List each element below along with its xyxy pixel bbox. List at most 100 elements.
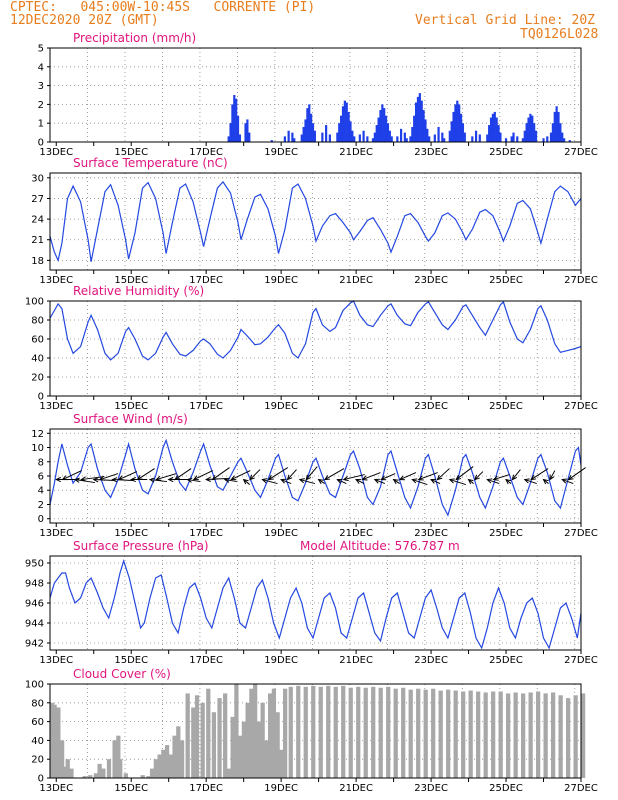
cloud-bar xyxy=(521,693,526,778)
wind-arrow-head xyxy=(111,477,118,483)
wind-arrow-head xyxy=(486,478,493,484)
cloud-bar xyxy=(431,688,436,778)
precip-bar xyxy=(546,136,549,142)
wind-arrow-head xyxy=(511,474,518,481)
wind-arrow xyxy=(474,471,484,481)
wind-arrow-head xyxy=(355,479,362,484)
precip-bar xyxy=(416,96,420,142)
x-tick-label: 25DEC xyxy=(489,147,523,158)
precip-bar xyxy=(384,115,388,142)
wind-arrow xyxy=(398,472,417,481)
wind-arrow-shaft xyxy=(137,468,155,480)
x-tick-label: 25DEC xyxy=(489,655,523,666)
wind-arrow xyxy=(249,469,261,481)
wind-arrow xyxy=(542,478,549,485)
cloud-bar xyxy=(211,712,217,778)
panel-frame xyxy=(49,172,582,271)
cloud-bar xyxy=(226,768,232,778)
wind-arrow-head xyxy=(317,478,324,485)
wind-arrow-shaft xyxy=(493,474,510,481)
wind-arrow-head xyxy=(530,475,537,481)
wind-arrow-shaft xyxy=(318,479,325,484)
precip-bar xyxy=(561,132,564,142)
y-tick-label: 24 xyxy=(31,215,44,226)
precip-bar xyxy=(347,111,350,142)
x-tick-label: 15DEC xyxy=(114,401,148,412)
cloud-bar xyxy=(401,687,406,778)
wind-arrow-head xyxy=(398,475,405,481)
wind-arrow-shaft xyxy=(355,479,365,485)
panel-4: Surface Wind (m/s) 0 2 4 6 8 10 12 13DEC 15DEC 17D… xyxy=(31,412,598,539)
x-tick-label: 27DEC xyxy=(564,147,598,158)
precip-bar xyxy=(497,125,500,142)
wind-arrow-head xyxy=(336,478,343,484)
precip-bar xyxy=(463,132,466,142)
panel-frame xyxy=(49,555,582,651)
wind-arrow-shaft xyxy=(81,476,105,481)
y-tick-label: 948 xyxy=(25,579,44,590)
precip-bar xyxy=(414,102,418,142)
cloud-bar xyxy=(551,692,556,778)
precip-bar xyxy=(313,130,316,142)
precip-bar xyxy=(366,136,369,142)
cloud-bar xyxy=(123,773,128,778)
cloud-bar xyxy=(303,686,308,778)
wind-arrow xyxy=(267,467,289,481)
precip-bar xyxy=(557,111,560,142)
y-tick-label: 0 xyxy=(38,138,44,149)
precip-bar xyxy=(458,104,461,142)
cloud-bar xyxy=(140,775,145,778)
panel-title: Precipitation (mm/h) xyxy=(73,31,196,45)
wind-arrow-shaft xyxy=(362,472,381,481)
precip-bar xyxy=(304,119,307,142)
precip-bar xyxy=(349,121,352,142)
wind-arrow-shaft xyxy=(437,468,450,480)
cloud-bar xyxy=(283,688,288,778)
wind-arrow xyxy=(230,470,251,481)
x-tick-label: 21DEC xyxy=(339,528,373,539)
wind-arrow xyxy=(99,473,119,481)
wind-arrow-shaft xyxy=(224,479,238,483)
wind-arrow xyxy=(80,476,105,482)
y-tick-label: 944 xyxy=(25,619,44,630)
wind-arrow-shaft xyxy=(305,466,318,480)
x-tick-label: 21DEC xyxy=(339,147,373,158)
wind-arrow-shaft xyxy=(399,472,417,481)
wind-arrow-shaft xyxy=(343,474,365,481)
x-tick-label: 23DEC xyxy=(414,147,448,158)
precip-bar xyxy=(351,130,354,142)
precip-bar xyxy=(418,93,421,142)
x-tick-label: 17DEC xyxy=(189,783,223,794)
wind-arrow xyxy=(136,468,155,481)
panel-title: Surface Wind (m/s) xyxy=(73,412,188,426)
wind-arrow-shaft xyxy=(149,479,168,483)
precip-bar xyxy=(238,134,242,142)
precip-bar xyxy=(420,100,423,142)
cloud-bar xyxy=(356,686,361,778)
cloud-bar xyxy=(106,759,112,778)
x-tick-label: 13DEC xyxy=(39,655,73,666)
cloud-bar xyxy=(543,693,548,778)
x-tick-label: 23DEC xyxy=(414,401,448,412)
precip-bar xyxy=(310,113,313,142)
wind-arrow-shaft xyxy=(187,479,201,483)
x-tick-label: 23DEC xyxy=(414,783,448,794)
wind-arrow-head xyxy=(411,478,418,484)
panel-title: Surface Pressure (hPa) xyxy=(73,539,209,553)
x-tick-label: 15DEC xyxy=(114,147,148,158)
precip-bar xyxy=(291,132,294,142)
cloud-bar xyxy=(101,768,106,778)
wind-arrow-head xyxy=(174,474,181,481)
wind-arrow-shaft xyxy=(412,479,428,486)
cloud-bar xyxy=(69,768,74,778)
wind-arrow-head xyxy=(523,478,530,484)
precip-bar xyxy=(343,100,346,142)
x-tick-label: 19DEC xyxy=(264,147,298,158)
cloud-bar xyxy=(253,684,258,778)
x-tick-label: 19DEC xyxy=(264,783,298,794)
precip-bar xyxy=(448,130,451,142)
cloud-bar xyxy=(333,686,338,778)
cloud-bar xyxy=(506,693,511,778)
wind-arrow xyxy=(192,470,214,481)
y-tick-label: 30 xyxy=(31,173,44,184)
